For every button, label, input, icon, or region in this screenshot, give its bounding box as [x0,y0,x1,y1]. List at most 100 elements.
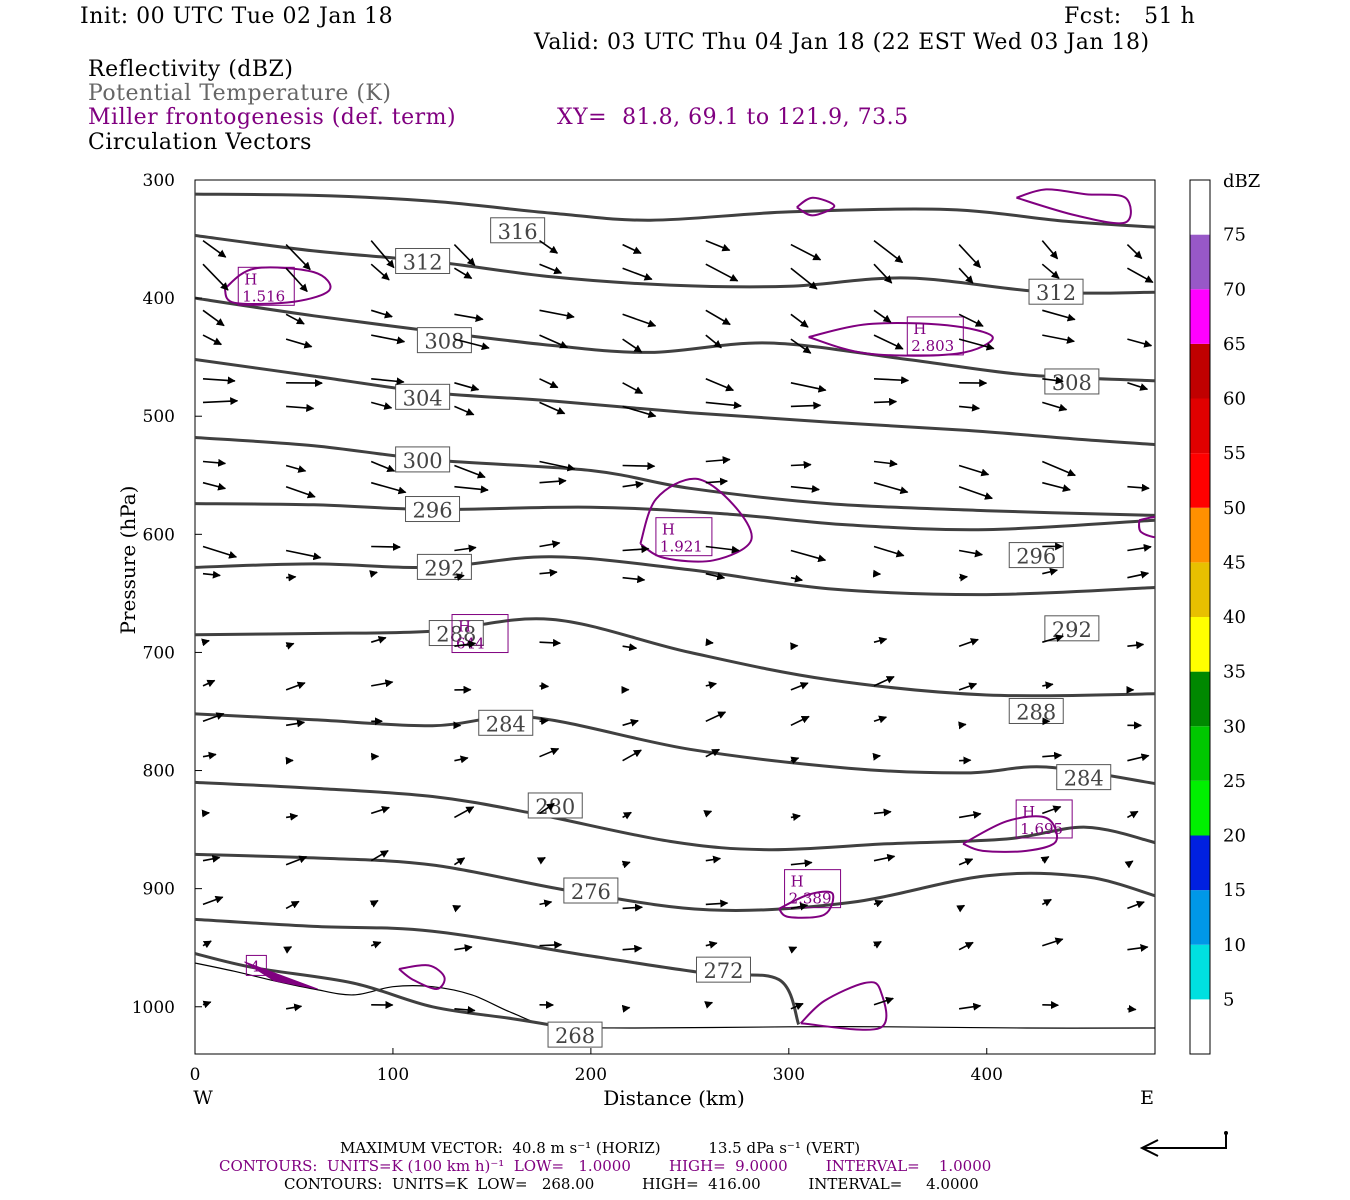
fronto-max-value: 1.695 [1020,820,1063,838]
circulation-vector [1127,1004,1137,1013]
circulation-vector [959,403,980,412]
theta-contour-label: 280 [535,795,575,819]
fronto-max-value: 2.389 [789,890,832,908]
y-tick-label: 1000 [132,998,175,1018]
theta-contour [195,296,1155,383]
circulation-vector [873,459,898,468]
fronto-max-box [906,316,964,356]
circulation-vector [621,860,631,869]
theta-contour-label: 312 [1036,281,1076,305]
circulation-vector [622,643,638,652]
y-tick-label: 800 [143,762,175,782]
colorbar-segment [1190,234,1210,290]
colorbar-tick-label: 20 [1223,826,1246,847]
y-tick-label: 700 [143,643,175,663]
colorbar-segment [1190,999,1210,1054]
fronto-contour [223,266,332,305]
theta-contour-label: 268 [555,1024,595,1048]
fronto-contour [796,196,836,217]
circulation-vector [454,382,480,392]
theta-contour-label: 308 [424,330,464,354]
circulation-vector [622,267,653,281]
circulation-vector [958,464,990,477]
circulation-vector [873,334,904,350]
circulation-vector [1127,338,1153,348]
theta-label-box [1056,764,1112,791]
circulation-vector [285,485,316,499]
circulation-vector [202,854,221,863]
circulation-vector [705,940,718,949]
x-tick-label: 400 [971,1065,1003,1085]
circulation-vector [370,635,387,644]
circulation-vector [202,545,238,559]
theta-contour [195,780,1155,852]
circulation-vector [536,856,546,865]
circulation-vector [285,812,299,821]
circulation-vector [621,1004,631,1013]
theta-contour [195,617,1155,698]
circulation-vector [454,313,484,322]
theta-contour [195,555,1155,597]
circulation-vector [958,267,974,284]
circulation-vector [370,401,393,410]
circulation-vector [370,805,390,815]
circulation-vector [539,334,569,349]
theta-contour-label: 316 [498,220,538,244]
circulation-vector [454,944,473,953]
colorbar-segment [1190,453,1210,508]
colorbar-tick-label: 55 [1223,443,1246,464]
circulation-vector [705,899,729,908]
colorbar-segment [1190,726,1210,781]
circulation-vector [1042,805,1062,815]
circulation-vector [370,240,395,269]
circulation-vector [790,859,813,868]
circulation-vector [286,403,315,412]
circulation-vector [790,338,812,354]
circulation-vector [705,309,731,326]
colorbar-segment [1190,671,1210,727]
colorbar-segment [1190,398,1210,454]
field-frontogenesis: Miller frontogenesis (def. term) [88,105,457,130]
circulation-vector [705,572,726,581]
circulation-vector [453,244,476,266]
x-tick-label: 0 [190,1065,201,1085]
circulation-vector [958,549,983,558]
colorbar-tick-label: 45 [1223,552,1246,573]
fronto-contour [1138,515,1155,539]
theta-label-box [1044,615,1100,642]
circulation-vector [285,681,306,691]
circulation-vector [958,313,984,327]
circulation-vector [285,900,300,910]
valid-time: Valid: 03 UTC Thu 04 Jan 18 (22 EST Wed … [534,30,1150,55]
circulation-vector [371,334,406,345]
circulation-vector [705,334,722,349]
theta-contour-label: 304 [403,386,443,410]
circulation-vector [285,313,305,325]
colorbar-segment [1190,617,1210,672]
colorbar-tick-label: 15 [1223,880,1246,901]
fronto-contour [639,477,753,563]
circulation-vector [873,996,894,1006]
circulation-vector [1041,898,1052,907]
circulation-vector [454,755,469,764]
circulation-vector [370,850,389,862]
colorbar-segment [1190,343,1210,399]
circulation-vector [622,243,642,255]
circulation-vector [1127,267,1154,283]
colorbar-segment [1190,507,1210,563]
circulation-vector [539,747,560,758]
circulation-vector [958,338,995,351]
circulation-vector [1126,244,1143,260]
circulation-vector [873,853,896,862]
circulation-vector [958,1002,982,1011]
fronto-max-box [784,869,842,909]
circulation-vector [285,464,307,473]
circulation-vector [790,813,801,821]
theta-contour-label: 300 [403,449,443,473]
colorbar-segment [1190,890,1210,945]
theta-contour-label: 296 [1016,545,1056,569]
circulation-vector [370,309,393,319]
circulation-vector [958,941,974,951]
circulation-vector [285,267,308,293]
y-tick-label: 900 [143,880,175,900]
